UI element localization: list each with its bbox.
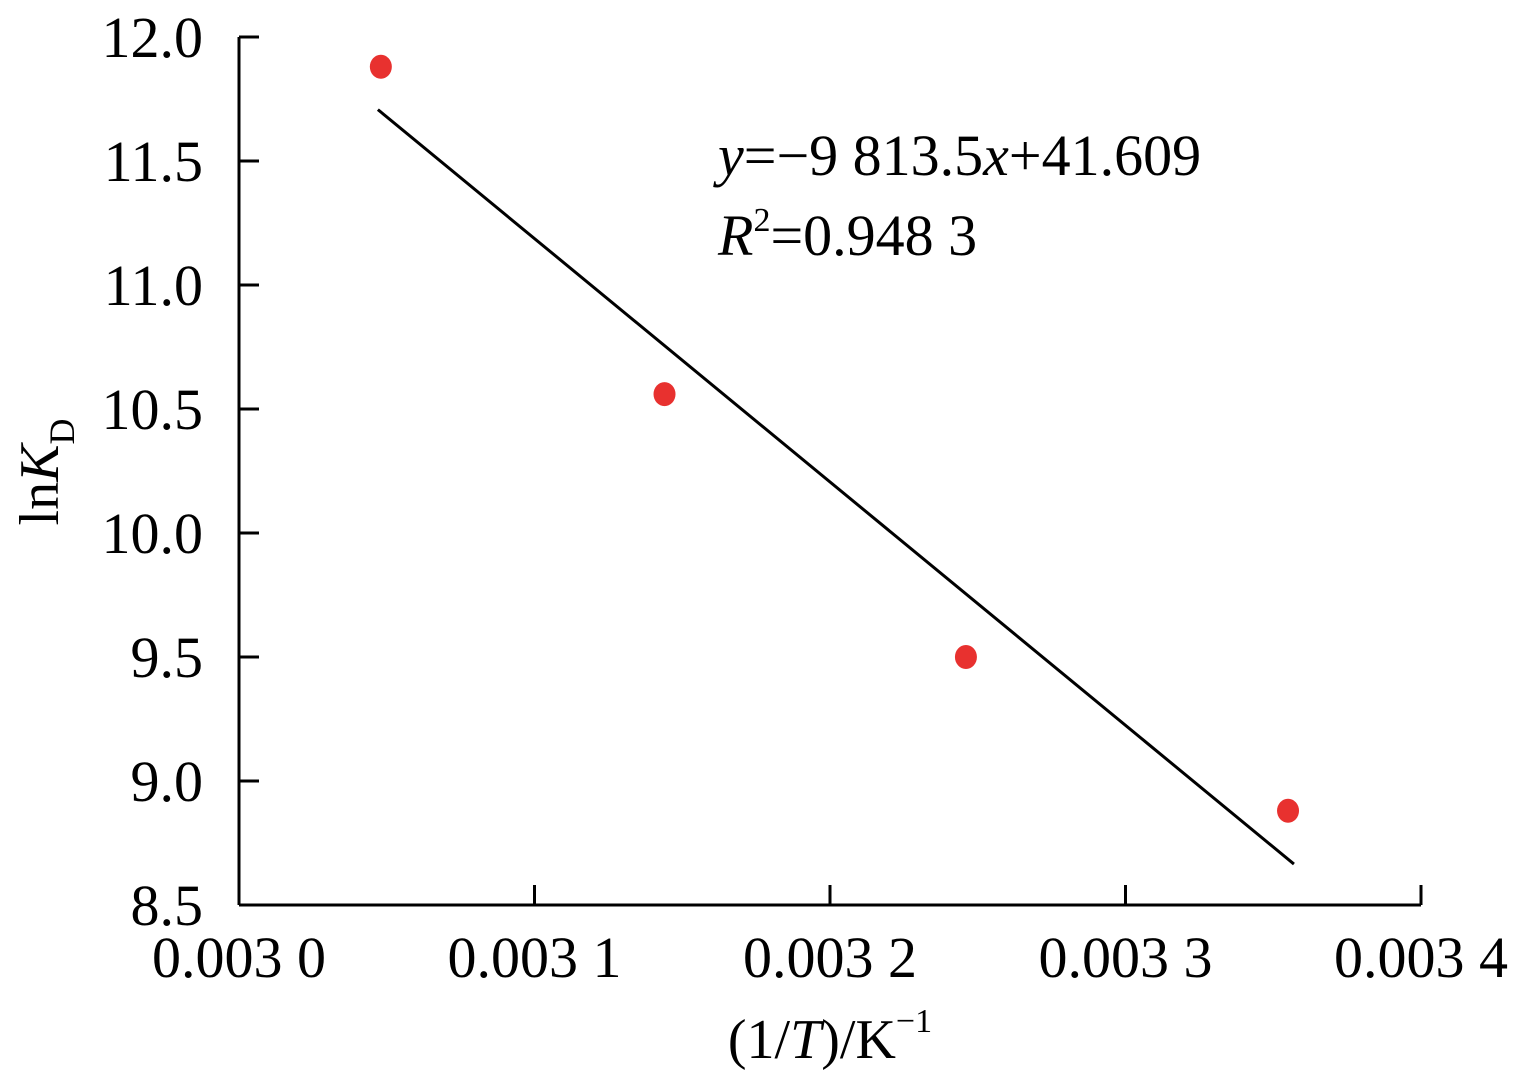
equation-y-var: y — [713, 123, 744, 188]
x-axis-title: (1/T)/K−1 — [728, 1003, 932, 1071]
y-axis-title-var: K — [9, 442, 71, 483]
y-tick-label: 9.5 — [131, 625, 204, 690]
x-tick-label: 0.003 3 — [1039, 925, 1213, 990]
equation-label: y=−9 813.5x+41.609 — [713, 123, 1201, 188]
y-tick-label: 10.0 — [102, 501, 204, 566]
equation-slope: =−9 813.5 — [744, 123, 983, 188]
x-tick-label: 0.003 2 — [743, 925, 917, 990]
equation-x-var: x — [982, 123, 1009, 188]
x-ticks: 0.003 0 0.003 1 0.003 2 0.003 3 0.003 4 — [152, 885, 1508, 990]
data-point — [1277, 798, 1300, 823]
x-axis-title-close: )/K — [821, 1009, 896, 1071]
r-squared-sup: 2 — [753, 202, 770, 239]
r-squared-value: =0.948 3 — [770, 203, 977, 268]
data-point — [369, 54, 392, 79]
x-tick-label: 0.003 1 — [448, 925, 622, 990]
trendline-group — [376, 108, 1295, 866]
y-tick-label: 9.0 — [131, 749, 204, 814]
y-tick-label: 8.5 — [131, 873, 204, 938]
equation-intercept: +41.609 — [1009, 123, 1201, 188]
y-tick-label: 12.0 — [102, 5, 204, 70]
x-axis-title-open: (1/ — [728, 1009, 791, 1071]
data-point — [653, 382, 676, 407]
trendline — [376, 108, 1295, 866]
y-tick-label: 10.5 — [102, 377, 204, 442]
r-squared-var: R — [717, 203, 753, 268]
y-ticks: 8.5 9.0 9.5 10.0 10.5 11.0 11.5 12.0 — [102, 5, 259, 938]
x-axis-title-sup: −1 — [896, 1003, 932, 1040]
data-points — [369, 54, 1300, 823]
y-axis-title: lnKD — [9, 419, 82, 526]
x-tick-label: 0.003 4 — [1334, 925, 1508, 990]
x-axis-title-var: T — [790, 1009, 825, 1071]
y-tick-label: 11.0 — [104, 253, 203, 318]
y-tick-label: 11.5 — [104, 129, 203, 194]
y-axis-title-sub: D — [42, 419, 82, 445]
r-squared-label: R2=0.948 3 — [717, 202, 977, 268]
data-point — [954, 645, 977, 669]
x-tick-label: 0.003 0 — [152, 925, 326, 990]
y-axis-title-prefix: ln — [9, 482, 71, 526]
